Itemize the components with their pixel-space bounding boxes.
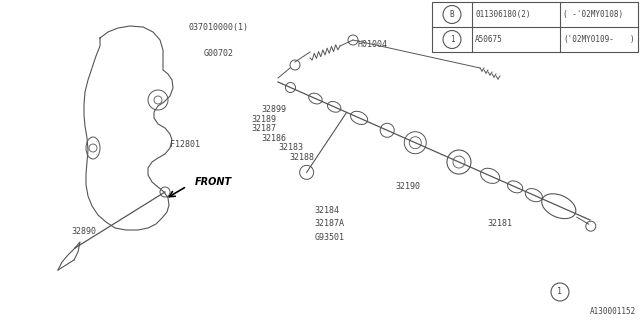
Text: B: B [450, 10, 454, 19]
Text: FRONT: FRONT [195, 177, 232, 187]
Text: 1: 1 [557, 287, 563, 297]
Text: F12801: F12801 [170, 140, 200, 149]
Text: G93501: G93501 [315, 233, 345, 242]
Text: H01004: H01004 [357, 40, 387, 49]
Text: 32187: 32187 [252, 124, 276, 133]
Text: 32899: 32899 [261, 105, 286, 114]
Text: 32890: 32890 [72, 227, 97, 236]
Text: 32187A: 32187A [315, 219, 345, 228]
Text: ( -'02MY0108): ( -'02MY0108) [563, 10, 623, 19]
Text: 32181: 32181 [488, 219, 513, 228]
Text: 037010000(1): 037010000(1) [189, 23, 249, 32]
Bar [432, 2, 638, 52]
Text: A50675: A50675 [475, 35, 503, 44]
Text: 1: 1 [450, 35, 454, 44]
Text: 32189: 32189 [252, 115, 276, 124]
Text: G00702: G00702 [204, 49, 234, 58]
Text: A130001152: A130001152 [589, 307, 636, 316]
Text: 32184: 32184 [315, 206, 340, 215]
Text: 32190: 32190 [396, 182, 420, 191]
Text: 32183: 32183 [278, 143, 303, 152]
Text: 32186: 32186 [261, 134, 286, 143]
Text: ): ) [629, 35, 634, 44]
Text: ('02MY0109-: ('02MY0109- [563, 35, 614, 44]
Text: 011306180(2): 011306180(2) [475, 10, 531, 19]
Text: 32188: 32188 [289, 153, 314, 162]
